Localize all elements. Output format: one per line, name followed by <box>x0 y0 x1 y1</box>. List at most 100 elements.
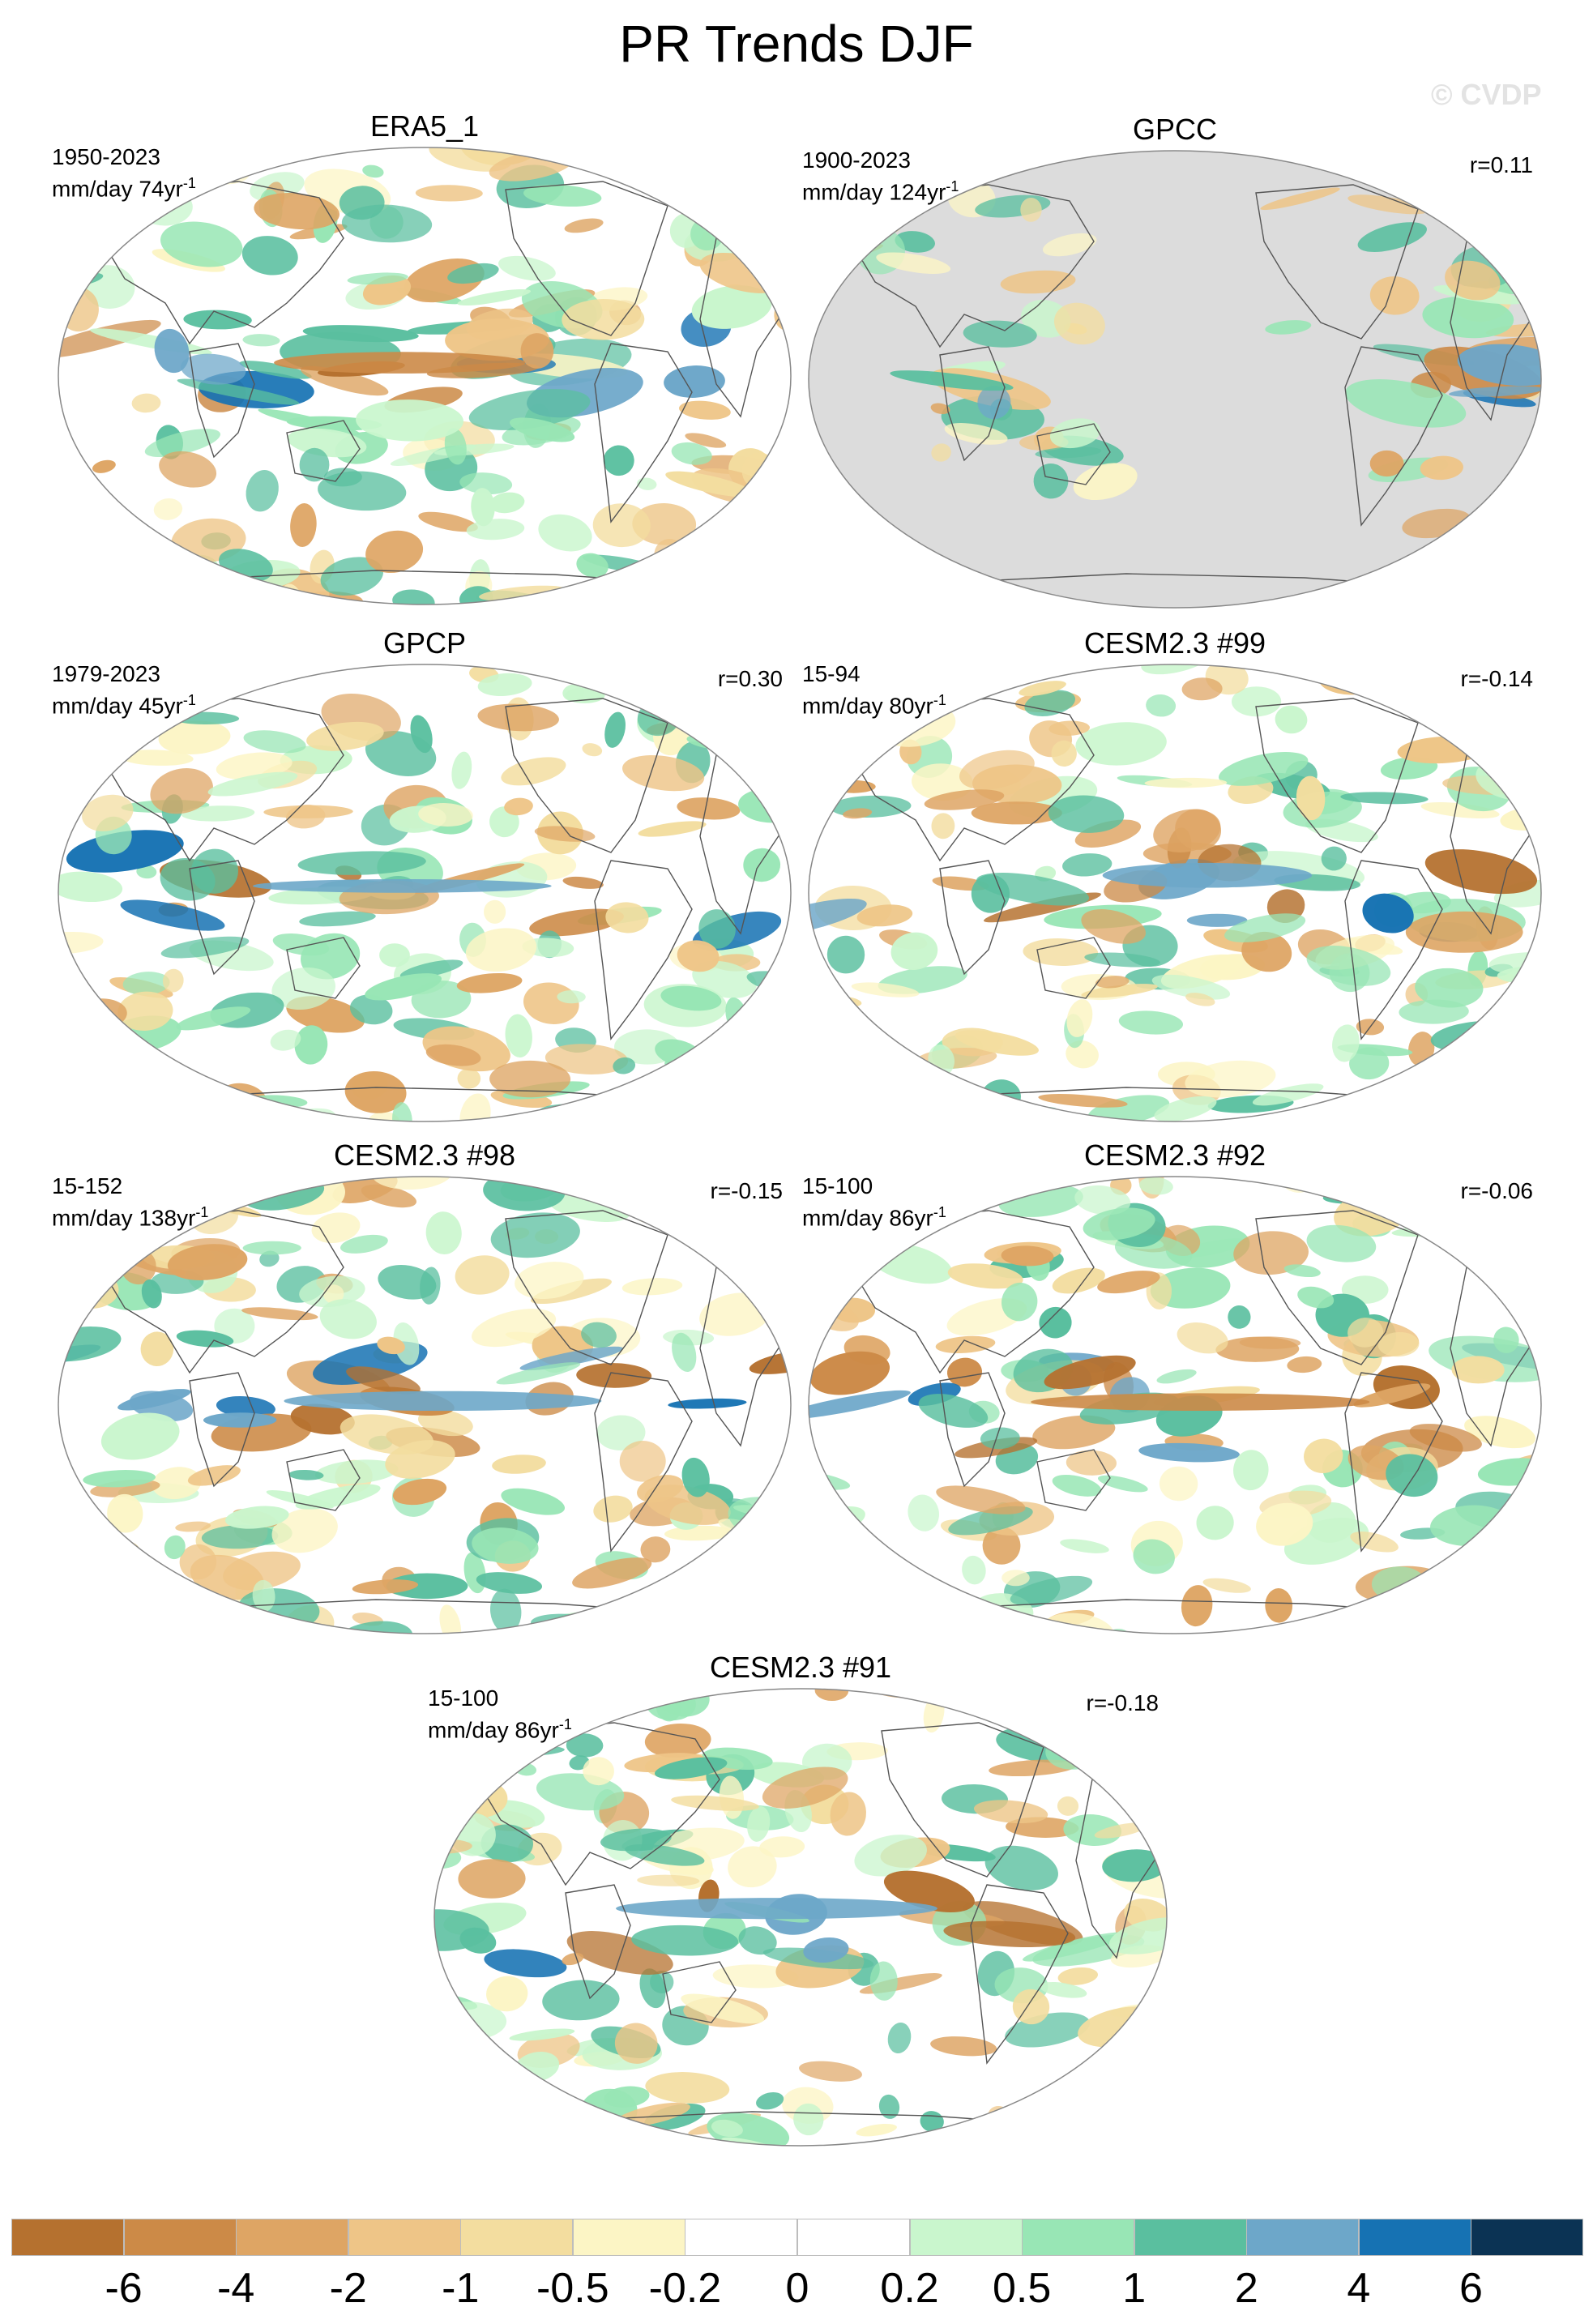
trend-blob <box>459 472 513 495</box>
trend-blob <box>756 2091 784 2110</box>
trend-blob <box>1095 976 1130 989</box>
trend-blob <box>1181 1585 1213 1627</box>
trend-blob <box>246 470 279 512</box>
coastline <box>662 1961 737 2023</box>
trend-blob <box>1062 853 1113 877</box>
trend-blob <box>465 928 537 972</box>
map-svg <box>58 664 792 1122</box>
trend-blob <box>830 1792 866 1836</box>
coastline <box>939 860 1006 976</box>
trend-blob <box>362 164 384 178</box>
trend-blob <box>451 751 472 789</box>
trend-blob <box>1362 893 1414 933</box>
trend-blob <box>1476 1588 1536 1625</box>
trend-blob <box>698 909 736 949</box>
trend-blob <box>695 545 778 565</box>
trend-blob <box>638 821 707 837</box>
coastline <box>286 420 361 482</box>
trend-blob <box>361 1184 417 1208</box>
trend-blob <box>707 575 755 602</box>
coastline <box>939 1372 1006 1488</box>
trend-blob <box>645 2072 730 2104</box>
trend-blob <box>486 1976 528 2012</box>
trend-blob <box>1119 2025 1167 2057</box>
trend-blob <box>119 750 194 766</box>
trend-blob <box>318 471 407 511</box>
trend-blob <box>668 1398 747 1409</box>
trend-blob <box>943 1920 1076 1947</box>
trend-blob <box>484 1949 567 1978</box>
trend-blob <box>1353 1383 1431 1408</box>
trend-blob <box>613 1057 636 1074</box>
trend-blob <box>1304 1438 1343 1474</box>
trend-blob <box>1133 1539 1175 1574</box>
trend-blob <box>1146 694 1177 717</box>
trend-blob <box>66 830 184 873</box>
trend-blob <box>1052 1267 1105 1294</box>
trend-blob <box>501 757 566 786</box>
colorbar-tick-label: -0.2 <box>648 2265 722 2312</box>
trend-blob <box>58 1246 100 1258</box>
colorbar-tick-label: 4 <box>1347 2265 1371 2312</box>
trend-blob <box>510 417 575 442</box>
trend-blob <box>1020 198 1042 222</box>
trend-blob <box>183 310 252 330</box>
trend-blob <box>115 1616 200 1634</box>
colorbar-box <box>348 2219 461 2256</box>
trend-blob <box>515 1262 584 1300</box>
trend-blob <box>1138 1442 1240 1463</box>
trend-blob <box>603 445 634 476</box>
trend-blob <box>1283 1264 1321 1278</box>
panel-title: CESM2.3 #92 <box>1083 1139 1266 1172</box>
trend-blob <box>1156 1369 1197 1384</box>
trend-blob <box>1416 1092 1454 1121</box>
trend-blob <box>931 443 951 462</box>
trend-blob <box>1109 1917 1167 1954</box>
colorbar-tick-label: -6 <box>105 2265 143 2312</box>
trend-blob <box>365 530 424 574</box>
map-frame <box>58 147 792 605</box>
trend-blob <box>622 755 705 792</box>
trend-blob <box>1347 1318 1384 1348</box>
trend-blob <box>564 218 604 233</box>
trend-blob <box>347 272 408 285</box>
trend-blob <box>258 408 361 435</box>
trend-blob <box>1490 1222 1541 1235</box>
trend-blob <box>496 1362 581 1385</box>
trend-blob <box>58 1232 130 1249</box>
trend-blob <box>723 575 791 604</box>
trend-blob <box>509 2028 575 2041</box>
trend-blob <box>1388 1114 1435 1121</box>
trend-blob <box>681 1457 710 1497</box>
trend-blob <box>980 1427 1020 1450</box>
trend-blob <box>681 584 706 604</box>
coastline <box>83 1210 344 1374</box>
trend-blob <box>924 789 1005 810</box>
trend-blob <box>614 2023 658 2064</box>
colorbar-tick-label: 2 <box>1234 2265 1258 2312</box>
trend-blob <box>1347 194 1429 215</box>
trend-blob <box>972 670 1001 684</box>
map-svg <box>808 1176 1542 1634</box>
trend-blob <box>1452 719 1502 741</box>
trend-blob <box>458 1859 526 1899</box>
panel-cesm-92: CESM2.3 #92 15-100 mm/day 86yr-1 r=-0.06 <box>802 1138 1548 1640</box>
colorbar-tick-label: 0.2 <box>880 2265 939 2312</box>
coastline <box>1036 1449 1111 1511</box>
trend-blob <box>1252 1083 1324 1106</box>
trend-blob <box>868 1604 955 1634</box>
trend-blob <box>619 1440 666 1482</box>
colorbar-tick-label: -2 <box>329 2265 367 2312</box>
trend-blob <box>1409 1424 1482 1452</box>
map-cesm-91 <box>428 1682 1173 2152</box>
map-frame <box>433 1688 1168 2147</box>
trend-blob <box>1000 270 1076 294</box>
trend-blob <box>425 1211 462 1254</box>
trend-blob <box>955 1030 1039 1056</box>
trend-blob <box>1369 276 1420 315</box>
trend-blob <box>962 1555 986 1585</box>
coastline <box>83 181 344 345</box>
coastline <box>83 698 344 862</box>
trend-blob <box>1497 1258 1527 1280</box>
trend-blob <box>393 1322 420 1365</box>
